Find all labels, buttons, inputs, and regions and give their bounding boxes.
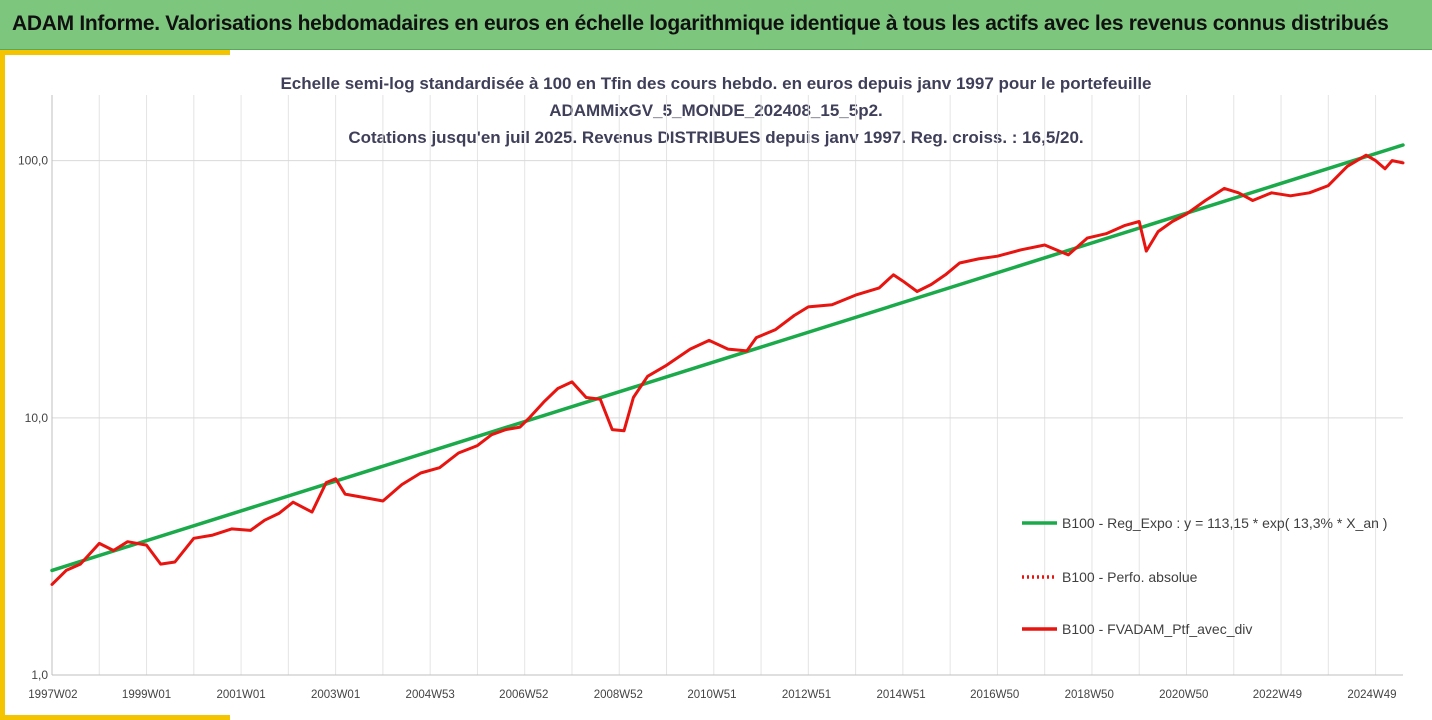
accent-bar-top xyxy=(0,50,230,55)
legend-label: B100 - FVADAM_Ptf_avec_div xyxy=(1062,621,1252,637)
horizontal-gridlines xyxy=(51,95,1403,676)
chart-title: Echelle semi-log standardisée à 100 en T… xyxy=(0,70,1432,151)
y-tick-label: 1,0 xyxy=(31,668,48,682)
header-banner: ADAM Informe. Valorisations hebdomadaire… xyxy=(0,0,1432,50)
accent-bar-left xyxy=(0,50,5,720)
vertical-gridlines xyxy=(51,95,1377,675)
x-tick-label: 2001W01 xyxy=(216,689,265,701)
x-tick-label: 1999W01 xyxy=(122,689,171,701)
series-lines xyxy=(50,143,1405,586)
x-tick-label: 2020W50 xyxy=(1159,689,1208,701)
x-tick-label: 2024W49 xyxy=(1347,689,1396,701)
chart-title-line-1: Echelle semi-log standardisée à 100 en T… xyxy=(280,74,1152,93)
legend: B100 - Reg_Expo : y = 113,15 * exp( 13,3… xyxy=(1022,515,1387,637)
x-tick-label: 2014W51 xyxy=(876,689,925,701)
y-tick-label: 10,0 xyxy=(25,411,49,425)
x-tick-label: 2003W01 xyxy=(311,689,360,701)
x-tick-label: 2008W52 xyxy=(594,689,643,701)
x-tick-label: 2004W53 xyxy=(406,689,455,701)
chart-title-line-2: ADAMMixGV_5_MONDE_202408_15_5p2. xyxy=(549,101,883,120)
page-title: ADAM Informe. Valorisations hebdomadaire… xyxy=(12,12,1389,35)
x-tick-label: 2010W51 xyxy=(687,689,736,701)
portfolio-line xyxy=(50,153,1405,586)
y-axis-ticks: 1,0 10,0 100,0 xyxy=(18,154,48,682)
x-tick-label: 2022W49 xyxy=(1253,689,1302,701)
legend-label: B100 - Perfo. absolue xyxy=(1062,569,1198,585)
chart-title-line-3: Cotations jusqu'en juil 2025. Revenus DI… xyxy=(348,128,1084,147)
x-tick-label: 2012W51 xyxy=(782,689,831,701)
y-tick-label: 100,0 xyxy=(18,154,48,168)
x-tick-label: 2016W50 xyxy=(970,689,1019,701)
legend-label: B100 - Reg_Expo : y = 113,15 * exp( 13,3… xyxy=(1062,515,1387,531)
accent-bar-bottom xyxy=(0,715,230,720)
regression-line xyxy=(50,143,1405,573)
x-tick-label: 2018W50 xyxy=(1065,689,1114,701)
x-tick-label: 2006W52 xyxy=(499,689,548,701)
x-axis-ticks: 1997W02 1999W01 2001W01 2003W01 2004W53 2006W… xyxy=(28,689,1396,701)
x-tick-label: 1997W02 xyxy=(28,689,77,701)
